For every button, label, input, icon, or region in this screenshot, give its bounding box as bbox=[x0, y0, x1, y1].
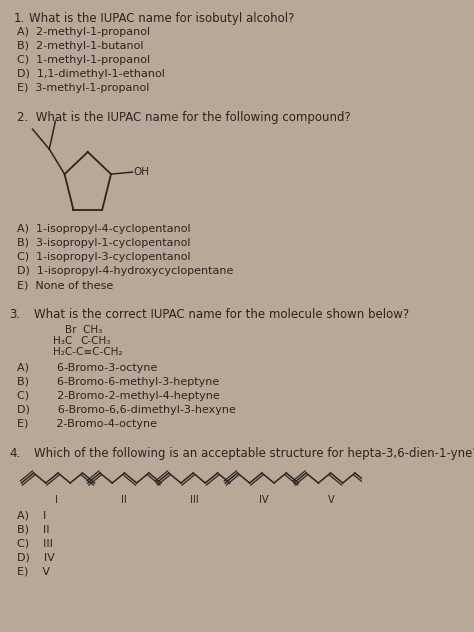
Text: E)    V: E) V bbox=[17, 567, 50, 577]
Text: What is the correct IUPAC name for the molecule shown below?: What is the correct IUPAC name for the m… bbox=[34, 308, 410, 321]
Text: D)        6-Bromo-6,6-dimethyl-3-hexyne: D) 6-Bromo-6,6-dimethyl-3-hexyne bbox=[17, 405, 236, 415]
Text: D)  1,1-dimethyl-1-ethanol: D) 1,1-dimethyl-1-ethanol bbox=[17, 69, 164, 79]
Text: A)        6-Bromo-3-octyne: A) 6-Bromo-3-octyne bbox=[17, 363, 157, 373]
Text: IV: IV bbox=[259, 495, 268, 505]
Text: B)    II: B) II bbox=[17, 525, 49, 535]
Text: C)    III: C) III bbox=[17, 539, 53, 549]
Text: What is the IUPAC name for isobutyl alcohol?: What is the IUPAC name for isobutyl alco… bbox=[29, 12, 294, 25]
Text: Which of the following is an acceptable structure for hepta-3,6-dien-1-yne?: Which of the following is an acceptable … bbox=[34, 447, 474, 460]
Text: C-CH₃: C-CH₃ bbox=[80, 336, 110, 346]
Text: 3.: 3. bbox=[9, 308, 20, 321]
Text: A)    I: A) I bbox=[17, 511, 46, 521]
Text: III: III bbox=[190, 495, 199, 505]
Text: H₃C: H₃C bbox=[54, 336, 73, 346]
Text: 1.: 1. bbox=[14, 12, 25, 25]
Text: B)  2-methyl-1-butanol: B) 2-methyl-1-butanol bbox=[17, 41, 143, 51]
Text: A)  2-methyl-1-propanol: A) 2-methyl-1-propanol bbox=[17, 27, 150, 37]
Text: 2.  What is the IUPAC name for the following compound?: 2. What is the IUPAC name for the follow… bbox=[17, 111, 351, 124]
Text: OH: OH bbox=[133, 167, 149, 177]
Text: Br  CH₃: Br CH₃ bbox=[65, 325, 102, 335]
Text: V: V bbox=[328, 495, 334, 505]
Text: B)        6-Bromo-6-methyl-3-heptyne: B) 6-Bromo-6-methyl-3-heptyne bbox=[17, 377, 219, 387]
Text: D)    IV: D) IV bbox=[17, 553, 55, 563]
Text: B)  3-isopropyl-1-cyclopentanol: B) 3-isopropyl-1-cyclopentanol bbox=[17, 238, 190, 248]
Text: H₂C-C≡C-CH₂: H₂C-C≡C-CH₂ bbox=[54, 347, 123, 357]
Text: E)  None of these: E) None of these bbox=[17, 280, 113, 290]
Text: D)  1-isopropyl-4-hydroxycyclopentane: D) 1-isopropyl-4-hydroxycyclopentane bbox=[17, 266, 233, 276]
Text: A)  1-isopropyl-4-cyclopentanol: A) 1-isopropyl-4-cyclopentanol bbox=[17, 224, 191, 234]
Text: E)  3-methyl-1-propanol: E) 3-methyl-1-propanol bbox=[17, 83, 149, 93]
Text: C)  1-methyl-1-propanol: C) 1-methyl-1-propanol bbox=[17, 55, 150, 65]
Text: II: II bbox=[121, 495, 127, 505]
Text: C)        2-Bromo-2-methyl-4-heptyne: C) 2-Bromo-2-methyl-4-heptyne bbox=[17, 391, 219, 401]
Text: 4.: 4. bbox=[9, 447, 20, 460]
Text: C)  1-isopropyl-3-cyclopentanol: C) 1-isopropyl-3-cyclopentanol bbox=[17, 252, 191, 262]
Text: I: I bbox=[55, 495, 58, 505]
Text: E)        2-Bromo-4-octyne: E) 2-Bromo-4-octyne bbox=[17, 419, 157, 429]
